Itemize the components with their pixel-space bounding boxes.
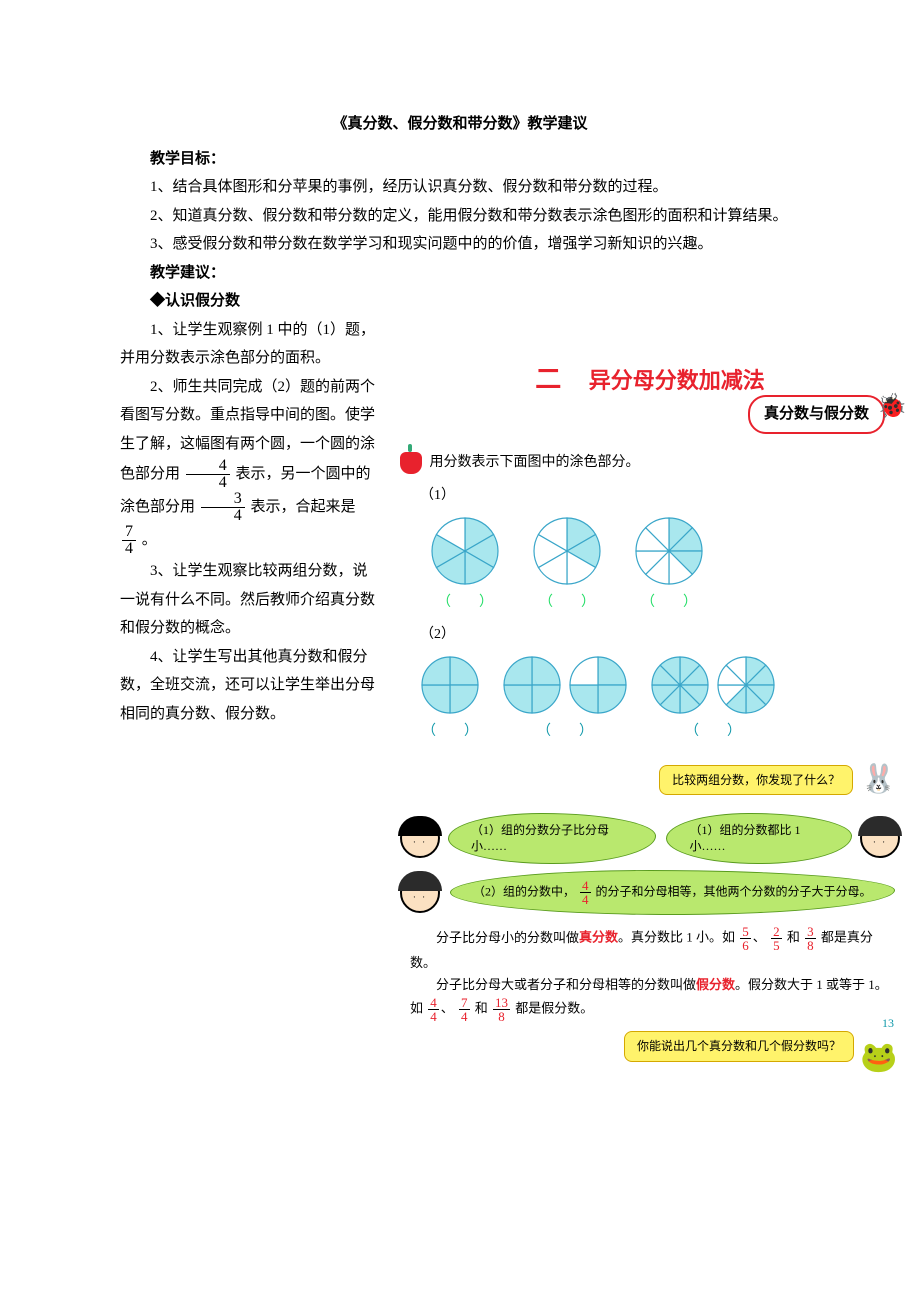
- frac-4-4: 44: [428, 996, 439, 1023]
- speech-3: （2）组的分数中， 44 的分子和分母相等，其他两个分数的分子大于分母。: [450, 870, 895, 915]
- goal-3: 3、感受假分数和带分数在数学学习和现实问题中的的价值，增强学习新知识的兴趣。: [120, 230, 800, 259]
- bee-icon: [877, 385, 905, 419]
- circle-r2-2: （ ）: [502, 655, 628, 746]
- advice-heading: 教学建议：: [120, 259, 800, 288]
- blank-r2-2: （ ）: [537, 719, 593, 746]
- page-number: 13: [882, 1012, 894, 1035]
- rabbit-icon: 🐰: [861, 753, 896, 806]
- s3-frac: 44: [580, 879, 591, 906]
- fraction-7-4: 74: [122, 524, 136, 557]
- goal-2: 2、知道真分数、假分数和带分数的定义，能用假分数和带分数表示涂色图形的面积和计算…: [120, 202, 800, 231]
- pie-4-4: [420, 655, 480, 715]
- body-p2-result: 74 。: [120, 524, 380, 557]
- speech-2: （1）组的分数都比 1 小……: [666, 813, 852, 865]
- body-p3: 3、让学生观察比较两组分数，说一说有什么不同。然后教师介绍真分数和假分数的概念。: [120, 557, 380, 643]
- frac-3-8: 38: [805, 925, 816, 952]
- doc-title: 《真分数、假分数和带分数》教学建议: [120, 110, 800, 139]
- example-prompt: 用分数表示下面图中的涂色部分。: [400, 450, 900, 477]
- def-proper: 分子比分母小的分数叫做真分数。真分数比 1 小。如 56、 25 和 38 都是…: [410, 925, 890, 974]
- d2a: 分子比分母大或者分子和分母相等的分数叫做: [436, 977, 696, 992]
- circle-r2-3: （ ）: [650, 655, 776, 746]
- frac-13-8: 138: [493, 996, 510, 1023]
- boy-avatar-2: [400, 873, 440, 913]
- fraction-4-4: 44: [186, 458, 230, 491]
- frac-2-5: 25: [771, 925, 782, 952]
- compare-bubble: 比较两组分数，你发现了什么？: [659, 765, 853, 796]
- body-p1: 1、让学生观察例 1 中的（1）题，并用分数表示涂色部分的面积。: [120, 316, 380, 373]
- row2-circles: （ ） （ ） （ ）: [420, 655, 900, 746]
- frac-5-6: 56: [740, 925, 751, 952]
- body-left-column: 1、让学生观察例 1 中的（1）题，并用分数表示涂色部分的面积。 2、师生共同完…: [120, 316, 380, 729]
- row1-label: （1）: [420, 483, 900, 510]
- d1a: 分子比分母小的分数叫做: [436, 930, 579, 945]
- pie-8-5: [716, 655, 776, 715]
- goal-1: 1、结合具体图形和分苹果的事例，经历认识真分数、假分数和带分数的过程。: [120, 173, 800, 202]
- def-improper: 分子比分母大或者分子和分母相等的分数叫做假分数。假分数大于 1 或等于 1。如 …: [410, 974, 890, 1023]
- frac-7-4: 74: [459, 996, 470, 1023]
- blank-r1-2: （ ）: [539, 590, 595, 617]
- pie-4-3: [568, 655, 628, 715]
- fraction-3-4: 34: [201, 491, 245, 524]
- p2d: 。: [142, 532, 157, 548]
- pie-8-8: [650, 655, 710, 715]
- section-tag: 真分数与假分数: [748, 395, 885, 434]
- speech-1: （1）组的分数分子比分母小……: [448, 813, 656, 865]
- row2-label: （2）: [420, 622, 900, 649]
- circle-r2-1: （ ）: [420, 655, 480, 746]
- goals-heading: 教学目标：: [120, 145, 800, 174]
- bottom-bubble: 你能说出几个真分数和几个假分数吗？: [624, 1031, 854, 1062]
- girl-avatar: [400, 818, 440, 858]
- chapter-name: 异分母分数加减法: [589, 368, 765, 393]
- pie-6-2: [532, 516, 602, 586]
- boy-avatar-1: [860, 818, 900, 858]
- pie-6-5: [430, 516, 500, 586]
- prompt-text: 用分数表示下面图中的涂色部分。: [430, 455, 640, 470]
- d2term: 假分数: [696, 977, 735, 992]
- strawberry-icon: [400, 452, 422, 474]
- textbook-panel: 二 异分母分数加减法 真分数与假分数 用分数表示下面图中的涂色部分。 （1） （…: [400, 355, 900, 1015]
- blank-r1-3: （ ）: [641, 590, 697, 617]
- body-p2: 2、师生共同完成（2）题的前两个看图写分数。重点指导中间的图。使学生了解，这幅图…: [120, 373, 380, 525]
- circle-r1-1: （ ）: [430, 516, 500, 617]
- sub-heading: ◆认识假分数: [120, 287, 800, 316]
- circle-r1-3: （ ）: [634, 516, 704, 617]
- frog-icon: [860, 1029, 900, 1063]
- blank-r1-1: （ ）: [437, 590, 493, 617]
- d2c: 都是假分数。: [515, 1001, 593, 1016]
- d1b: 。真分数比 1 小。如: [618, 930, 738, 945]
- p2c: 表示，合起来是: [251, 499, 356, 515]
- body-p4: 4、让学生写出其他真分数和假分数，全班交流，还可以让学生举出分母相同的真分数、假…: [120, 643, 380, 729]
- blank-r2-1: （ ）: [422, 719, 478, 746]
- d1term: 真分数: [579, 930, 618, 945]
- blank-r2-3: （ ）: [685, 719, 741, 746]
- pie-4-4b: [502, 655, 562, 715]
- pie-8-3: [634, 516, 704, 586]
- s3b: 的分子和分母相等，其他两个分数的分子大于分母。: [596, 884, 872, 898]
- row1-circles: （ ） （ ） （ ）: [430, 516, 900, 617]
- chapter-num: 二: [535, 365, 561, 394]
- definition-block: 分子比分母小的分数叫做真分数。真分数比 1 小。如 56、 25 和 38 都是…: [400, 925, 900, 1023]
- circle-r1-2: （ ）: [532, 516, 602, 617]
- s3a: （2）组的分数中，: [473, 884, 575, 898]
